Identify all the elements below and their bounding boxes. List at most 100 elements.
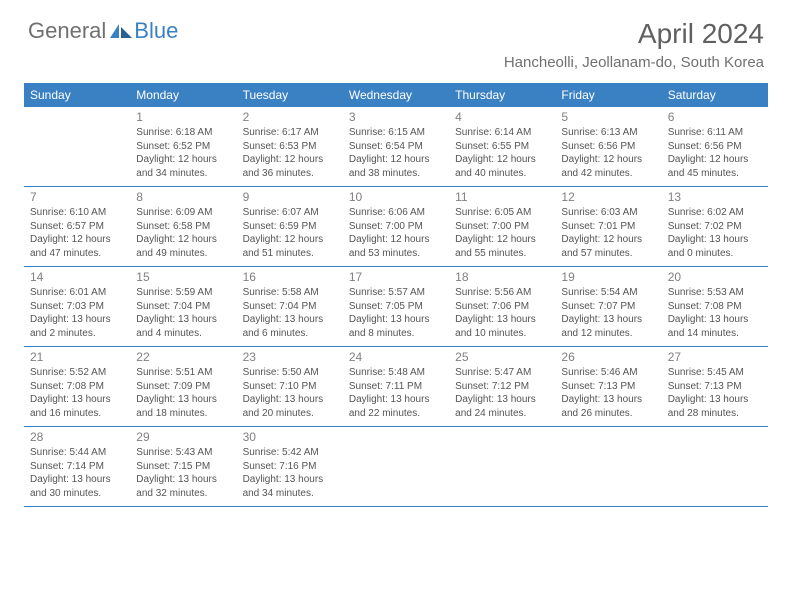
sunrise-text: Sunrise: 5:57 AM [349,286,443,300]
empty-cell [449,427,555,506]
daylight-text: Daylight: 12 hours and 34 minutes. [136,153,230,180]
day-number: 8 [136,190,230,204]
day-number: 29 [136,430,230,444]
sunset-text: Sunset: 7:16 PM [243,460,337,474]
sunset-text: Sunset: 6:57 PM [30,220,124,234]
sunset-text: Sunset: 7:02 PM [668,220,762,234]
week-row: 28Sunrise: 5:44 AMSunset: 7:14 PMDayligh… [24,427,768,507]
day-cell: 3Sunrise: 6:15 AMSunset: 6:54 PMDaylight… [343,107,449,186]
daylight-text: Daylight: 13 hours and 24 minutes. [455,393,549,420]
day-cell: 9 Sunrise: 6:07 AMSunset: 6:59 PMDaylight… [237,187,343,266]
day-info: Sunrise: 6:03 AMSunset: 7:01 PMDaylight:… [561,206,655,260]
header: General Blue April 2024 Hancheolli, Jeol… [0,0,792,75]
day-cell: 17Sunrise: 5:57 AMSunset: 7:05 PMDayligh… [343,267,449,346]
sunset-text: Sunset: 7:11 PM [349,380,443,394]
sunrise-text: Sunrise: 6:10 AM [30,206,124,220]
day-cell: 22Sunrise: 5:51 AMSunset: 7:09 PMDayligh… [130,347,236,426]
day-cell: 24 Sunrise: 5:48 AMSunset: 7:11 PMDayligh… [343,347,449,426]
sunrise-text: Sunrise: 6:01 AM [30,286,124,300]
sunrise-text: Sunrise: 6:03 AM [561,206,655,220]
sunset-text: Sunset: 7:01 PM [561,220,655,234]
daylight-text: Daylight: 13 hours and 0 minutes. [668,233,762,260]
daylight-text: Daylight: 13 hours and 6 minutes. [243,313,337,340]
day-info: Sunrise: 5:42 AMSunset: 7:16 PMDaylight:… [243,446,337,500]
daylight-text: Daylight: 12 hours and 42 minutes. [561,153,655,180]
daylight-text: Daylight: 13 hours and 10 minutes. [455,313,549,340]
daylight-text: Daylight: 13 hours and 22 minutes. [349,393,443,420]
day-info: Sunrise: 5:43 AMSunset: 7:15 PMDaylight:… [136,446,230,500]
day-number: 24 [349,350,443,364]
sunrise-text: Sunrise: 5:47 AM [455,366,549,380]
day-cell: 28Sunrise: 5:44 AMSunset: 7:14 PMDayligh… [24,427,130,506]
daylight-text: Daylight: 12 hours and 57 minutes. [561,233,655,260]
day-info: Sunrise: 5:44 AMSunset: 7:14 PMDaylight:… [30,446,124,500]
daylight-text: Daylight: 12 hours and 40 minutes. [455,153,549,180]
daylight-text: Daylight: 13 hours and 2 minutes. [30,313,124,340]
sunset-text: Sunset: 7:08 PM [30,380,124,394]
week-row: 21Sunrise: 5:52 AMSunset: 7:08 PMDayligh… [24,347,768,427]
day-info: Sunrise: 5:48 AMSunset: 7:11 PMDaylight:… [349,366,443,420]
day-info: Sunrise: 5:47 AMSunset: 7:12 PMDaylight:… [455,366,549,420]
empty-cell [662,427,768,506]
day-number: 18 [455,270,549,284]
day-number: 9 [243,190,337,204]
day-info: Sunrise: 6:13 AMSunset: 6:56 PMDaylight:… [561,126,655,180]
day-info: Sunrise: 6:05 AMSunset: 7:00 PMDaylight:… [455,206,549,260]
day-number: 15 [136,270,230,284]
day-cell: 15 Sunrise: 5:59 AMSunset: 7:04 PMDayligh… [130,267,236,346]
weeks-container: 1Sunrise: 6:18 AMSunset: 6:52 PMDaylight… [24,107,768,507]
sunset-text: Sunset: 6:54 PM [349,140,443,154]
week-row: 14Sunrise: 6:01 AMSunset: 7:03 PMDayligh… [24,267,768,347]
day-info: Sunrise: 6:11 AMSunset: 6:56 PMDaylight:… [668,126,762,180]
sunset-text: Sunset: 7:06 PM [455,300,549,314]
sunrise-text: Sunrise: 6:06 AM [349,206,443,220]
sunrise-text: Sunrise: 6:05 AM [455,206,549,220]
sunrise-text: Sunrise: 6:09 AM [136,206,230,220]
day-cell: 1Sunrise: 6:18 AMSunset: 6:52 PMDaylight… [130,107,236,186]
sunrise-text: Sunrise: 6:07 AM [243,206,337,220]
sunrise-text: Sunrise: 5:44 AM [30,446,124,460]
sunset-text: Sunset: 7:00 PM [455,220,549,234]
day-number: 2 [243,110,337,124]
day-info: Sunrise: 6:07 AMSunset: 6:59 PMDaylight:… [243,206,337,260]
day-info: Sunrise: 5:45 AMSunset: 7:13 PMDaylight:… [668,366,762,420]
sunrise-text: Sunrise: 6:11 AM [668,126,762,140]
day-cell: 20Sunrise: 5:53 AMSunset: 7:08 PMDayligh… [662,267,768,346]
day-header-cell: Friday [555,83,661,107]
day-cell: 27Sunrise: 5:45 AMSunset: 7:13 PMDayligh… [662,347,768,426]
daylight-text: Daylight: 13 hours and 32 minutes. [136,473,230,500]
day-number: 1 [136,110,230,124]
day-cell: 26Sunrise: 5:46 AMSunset: 7:13 PMDayligh… [555,347,661,426]
daylight-text: Daylight: 12 hours and 49 minutes. [136,233,230,260]
day-info: Sunrise: 6:06 AMSunset: 7:00 PMDaylight:… [349,206,443,260]
day-info: Sunrise: 5:56 AMSunset: 7:06 PMDaylight:… [455,286,549,340]
day-number: 26 [561,350,655,364]
sunset-text: Sunset: 6:58 PM [136,220,230,234]
day-header-cell: Thursday [449,83,555,107]
sunrise-text: Sunrise: 5:43 AM [136,446,230,460]
day-info: Sunrise: 5:51 AMSunset: 7:09 PMDaylight:… [136,366,230,420]
sunset-text: Sunset: 7:04 PM [136,300,230,314]
sunset-text: Sunset: 6:56 PM [561,140,655,154]
sunrise-text: Sunrise: 6:15 AM [349,126,443,140]
day-number: 5 [561,110,655,124]
sunset-text: Sunset: 6:53 PM [243,140,337,154]
day-info: Sunrise: 6:02 AMSunset: 7:02 PMDaylight:… [668,206,762,260]
daylight-text: Daylight: 13 hours and 4 minutes. [136,313,230,340]
location-text: Hancheolli, Jeollanam-do, South Korea [504,54,764,71]
sunset-text: Sunset: 6:56 PM [668,140,762,154]
empty-cell [343,427,449,506]
sunrise-text: Sunrise: 5:58 AM [243,286,337,300]
day-cell: 7Sunrise: 6:10 AMSunset: 6:57 PMDaylight… [24,187,130,266]
sunrise-text: Sunrise: 6:13 AM [561,126,655,140]
day-number: 20 [668,270,762,284]
day-number: 11 [455,190,549,204]
daylight-text: Daylight: 12 hours and 36 minutes. [243,153,337,180]
day-number: 25 [455,350,549,364]
sunrise-text: Sunrise: 6:18 AM [136,126,230,140]
sunrise-text: Sunrise: 5:50 AM [243,366,337,380]
daylight-text: Daylight: 13 hours and 18 minutes. [136,393,230,420]
daylight-text: Daylight: 12 hours and 47 minutes. [30,233,124,260]
sunrise-text: Sunrise: 5:59 AM [136,286,230,300]
brand-part1: General [28,18,106,44]
